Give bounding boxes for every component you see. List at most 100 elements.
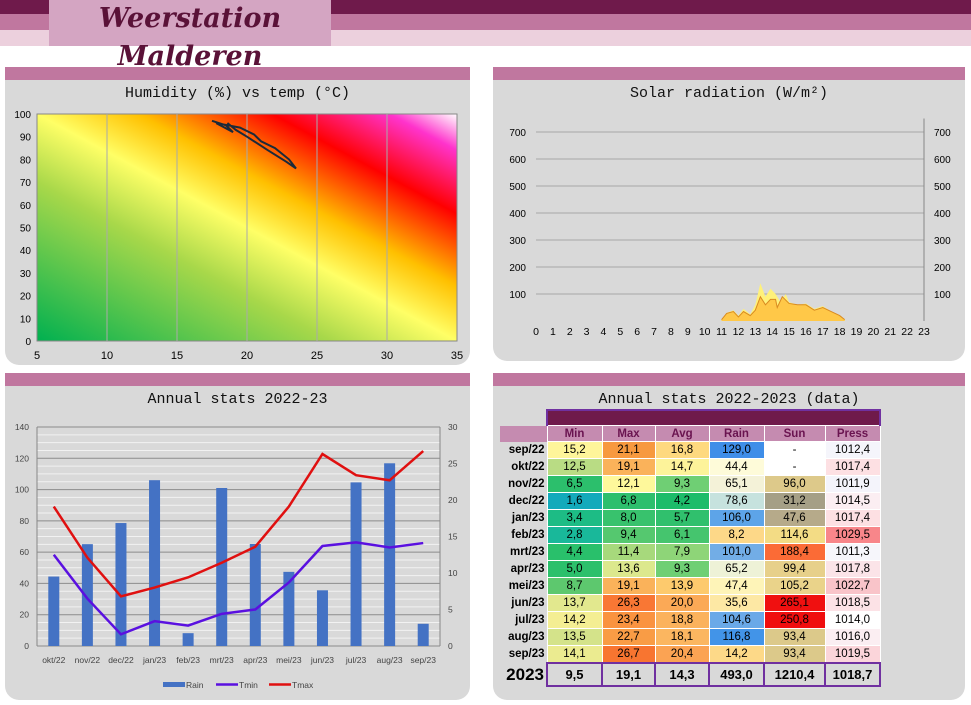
- y-tick-label: 200: [509, 263, 526, 274]
- data-cell: 6,1: [654, 526, 710, 544]
- left-tick-label: 60: [20, 547, 30, 557]
- data-cell: 6,5: [546, 475, 603, 493]
- data-cell: 1011,3: [824, 543, 881, 561]
- category-label: mei/23: [276, 655, 302, 665]
- category-label: jun/23: [310, 655, 334, 665]
- data-cell: 129,0: [708, 441, 765, 459]
- y-tick-label: 50: [20, 224, 32, 235]
- data-cell: 4,4: [546, 543, 603, 561]
- data-cell: 26,3: [601, 594, 656, 612]
- data-cell: 93,4: [763, 628, 826, 646]
- x-tick-label: 25: [311, 350, 323, 362]
- y-tick-label: 100: [14, 110, 31, 121]
- x-tick-label: 11: [716, 326, 727, 338]
- y-tick-label: 70: [20, 178, 32, 189]
- row-label: feb/23: [500, 526, 547, 544]
- rain-bar: [417, 623, 429, 646]
- y-tick-label: 30: [20, 269, 32, 280]
- data-cell: 1017,4: [824, 509, 881, 527]
- y-tick-label: 300: [509, 236, 526, 247]
- data-cell: 13,9: [654, 577, 710, 595]
- data-cell: 188,4: [763, 543, 826, 561]
- rain-bar: [149, 480, 161, 646]
- x-tick-label: 13: [749, 326, 761, 338]
- total-cell: 1210,4: [763, 662, 826, 687]
- data-cell: 1012,4: [824, 441, 881, 459]
- category-label: mrt/23: [210, 655, 234, 665]
- data-cell: 116,8: [708, 628, 765, 646]
- data-cell: 265,1: [763, 594, 826, 612]
- right-tick-label: 5: [448, 605, 453, 615]
- data-cell: 1014,0: [824, 611, 881, 629]
- data-cell: 104,6: [708, 611, 765, 629]
- right-tick-label: 0: [448, 641, 453, 651]
- data-cell: 20,4: [654, 645, 710, 664]
- data-cell: 8,7: [546, 577, 603, 595]
- humidity-title: Humidity (%) vs temp (°C): [124, 85, 351, 102]
- data-cell: 1011,9: [824, 475, 881, 493]
- table-header-bar: [546, 409, 881, 426]
- site-title: Weerstation Malderen: [49, 0, 331, 72]
- row-label: aug/23: [500, 628, 547, 646]
- table-row: apr/23 5,0 13,6 9,3 65,2 99,4 1017,8: [500, 560, 881, 578]
- column-header: Rain: [708, 425, 765, 442]
- solar-panel: Solar radiation (W/m²) 100 100 200 200 300 30…: [493, 67, 965, 361]
- row-label: jul/23: [500, 611, 547, 629]
- data-cell: 15,2: [546, 441, 603, 459]
- tmax-line: [52, 450, 425, 598]
- rain-bar: [115, 523, 127, 646]
- x-tick-label: 7: [651, 326, 657, 338]
- x-tick-label: 8: [668, 326, 674, 338]
- y-tick-label: 10: [20, 314, 32, 325]
- data-cell: 105,2: [763, 577, 826, 595]
- x-tick-label: 20: [241, 350, 253, 362]
- column-header: Max: [601, 425, 656, 442]
- y2-tick-label: 100: [934, 290, 951, 301]
- humidity-panel: Humidity (%) vs temp (°C) 5 10 15 20 25 30 35 0…: [5, 67, 470, 365]
- data-cell: 1014,5: [824, 492, 881, 510]
- data-cell: -: [763, 441, 826, 459]
- x-tick-label: 18: [834, 326, 846, 338]
- data-cell: 101,0: [708, 543, 765, 561]
- rain-bar: [48, 576, 60, 646]
- total-row: 2023 9,5 19,1 14,3 493,0 1210,4 1018,7: [500, 662, 881, 687]
- legend-label: Tmin: [239, 680, 258, 690]
- annual-chart-panel: Annual stats 2022-23 0 20 40 60 80 100 120 140 0…: [5, 373, 470, 700]
- total-cell: 493,0: [708, 662, 765, 687]
- data-cell: 18,1: [654, 628, 710, 646]
- solar-avg-area: [721, 296, 845, 321]
- x-tick-label: 2: [567, 326, 573, 338]
- category-label: jan/23: [142, 655, 166, 665]
- data-cell: 65,2: [708, 560, 765, 578]
- column-header: Avg: [654, 425, 710, 442]
- x-tick-label: 22: [901, 326, 913, 338]
- data-cell: 12,1: [601, 475, 656, 493]
- x-tick-label: 3: [584, 326, 590, 338]
- total-cell: 1018,7: [824, 662, 881, 687]
- category-label: apr/23: [243, 655, 267, 665]
- x-tick-label: 15: [171, 350, 183, 362]
- rain-bar: [216, 488, 228, 646]
- data-cell: 14,2: [546, 611, 603, 629]
- data-cell: 16,8: [654, 441, 710, 459]
- x-tick-label: 23: [918, 326, 930, 338]
- right-tick-label: 20: [448, 495, 458, 505]
- table-row: feb/23 2,8 9,4 6,1 8,2 114,6 1029,5: [500, 526, 881, 544]
- data-cell: 14,1: [546, 645, 603, 664]
- annual-stats-table: Min Max Avg Rain Sun Press sep/22 15,2 21,1 16,8 1…: [500, 409, 881, 687]
- left-tick-label: 40: [20, 578, 30, 588]
- data-cell: 14,2: [708, 645, 765, 664]
- right-tick-label: 15: [448, 532, 458, 542]
- corner: [500, 425, 547, 442]
- data-cell: 11,4: [601, 543, 656, 561]
- data-cell: 20,0: [654, 594, 710, 612]
- row-label: mrt/23: [500, 543, 547, 561]
- data-cell: 31,2: [763, 492, 826, 510]
- data-cell: 2,8: [546, 526, 603, 544]
- x-tick-label: 16: [800, 326, 812, 338]
- x-tick-label: 35: [451, 350, 463, 362]
- left-tick-label: 20: [20, 610, 30, 620]
- left-tick-label: 0: [24, 641, 29, 651]
- data-cell: 3,4: [546, 509, 603, 527]
- data-cell: 5,0: [546, 560, 603, 578]
